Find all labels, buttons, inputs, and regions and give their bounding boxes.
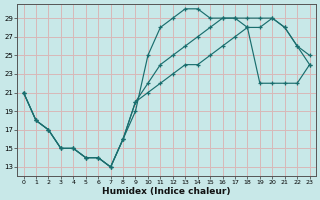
X-axis label: Humidex (Indice chaleur): Humidex (Indice chaleur)	[102, 187, 231, 196]
